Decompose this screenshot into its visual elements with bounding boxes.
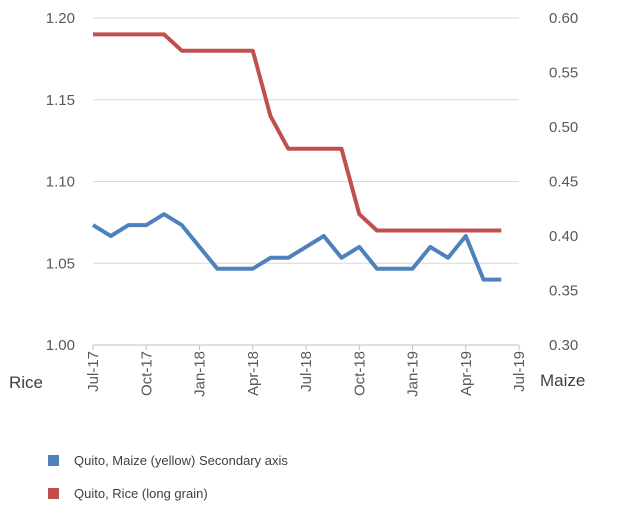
y2-tick-label: 0.50 (549, 119, 578, 136)
y2-tick-label: 0.55 (549, 65, 578, 82)
legend: Quito, Maize (yellow) Secondary axis Qui… (48, 452, 288, 518)
x-tick-label: Oct-17 (138, 351, 155, 396)
y-tick-label: 1.20 (46, 10, 75, 27)
x-tick-label: Jul-18 (298, 351, 315, 392)
y2-tick-label: 0.40 (549, 228, 578, 245)
maize-series-line (91, 212, 502, 282)
x-tick-label: Jan-18 (192, 351, 209, 397)
secondary-y-axis-ticks: 0.30 0.35 0.40 0.45 0.50 0.55 0.60 (549, 10, 578, 354)
rice-series-line (93, 32, 502, 233)
series-lines (91, 32, 502, 282)
y-tick-label: 1.10 (46, 174, 75, 191)
y2-tick-label: 0.60 (549, 10, 578, 27)
y-tick-label: 1.00 (46, 337, 75, 354)
primary-y-axis-label: Rice (9, 373, 43, 392)
legend-item-rice: Quito, Rice (long grain) (48, 485, 288, 502)
gridlines (93, 17, 519, 346)
x-tick-label: Jul-17 (85, 351, 102, 392)
secondary-y-axis-label: Maize (540, 371, 585, 390)
legend-label-maize: Quito, Maize (yellow) Secondary axis (74, 453, 288, 468)
x-tick-label: Jul-19 (511, 351, 528, 392)
y2-tick-label: 0.45 (549, 174, 578, 191)
x-axis-ticks: Jul-17 Oct-17 Jan-18 Apr-18 Jul-18 Oct-18 Jan-… (85, 345, 528, 397)
legend-item-maize: Quito, Maize (yellow) Secondary axis (48, 452, 288, 469)
x-tick-label: Apr-19 (458, 351, 475, 396)
legend-swatch-maize (48, 455, 59, 466)
x-tick-label: Jan-19 (405, 351, 422, 397)
primary-y-axis-ticks: 1.00 1.05 1.10 1.15 1.20 (46, 10, 75, 354)
x-tick-label: Oct-18 (351, 351, 368, 396)
y-tick-label: 1.05 (46, 255, 75, 272)
legend-label-rice: Quito, Rice (long grain) (74, 486, 208, 501)
y2-tick-label: 0.30 (549, 337, 578, 354)
y2-tick-label: 0.35 (549, 283, 578, 300)
x-tick-label: Apr-18 (245, 351, 262, 396)
legend-swatch-rice (48, 488, 59, 499)
y-tick-label: 1.15 (46, 92, 75, 109)
